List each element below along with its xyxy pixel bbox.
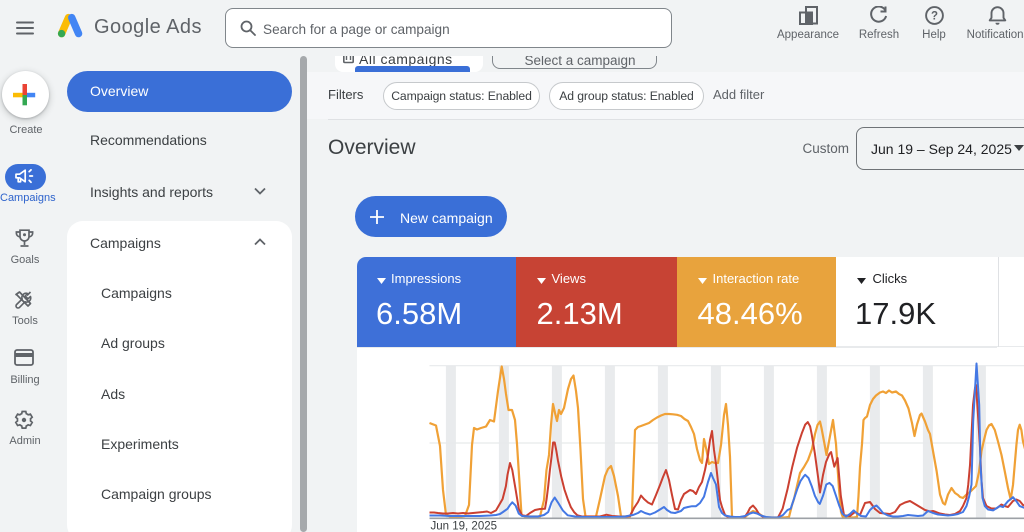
svg-text:Jun 19, 2025: Jun 19, 2025 <box>431 521 498 532</box>
svg-text:?: ? <box>931 11 938 23</box>
